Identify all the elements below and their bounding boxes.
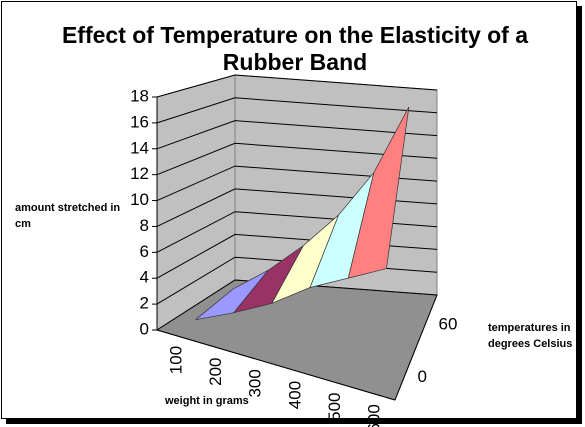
y-tick-label: 6 [140,242,149,261]
y-tick-label: 10 [130,190,149,209]
z-tick-label: 60 [439,315,458,334]
z-axis [394,294,438,401]
grid-line [156,142,438,176]
x-tick-label: 100 [166,346,185,374]
y-tick-label: 4 [140,268,149,287]
y-tick-label: 14 [130,138,149,157]
grid-line [156,97,438,124]
grid-line [156,279,438,331]
x-tick-label: 600 [365,404,384,427]
z-tick-label: 0 [418,367,427,386]
grid-line [156,74,438,98]
x-tick-label: 300 [246,369,265,397]
chart-title: Effect of Temperature on the Elasticity … [61,22,529,75]
grid-line [156,165,438,202]
x-tick-label: 200 [206,358,225,386]
y-axis-title: amount stretched in cm [15,202,121,230]
x-axis [156,329,396,401]
y-tick-label: 2 [140,294,149,313]
z-axis-title: temperatures in degrees Celsius [488,322,573,350]
y-tick-label: 16 [130,112,149,131]
x-tick-label: 500 [325,393,344,421]
y-tick-label: 8 [140,216,149,235]
surface-cell [347,106,410,279]
x-tick-label: 400 [285,381,304,409]
y-tick-label: 18 [130,86,149,105]
grid-line [156,120,438,150]
y-tick-label: 12 [130,164,149,183]
y-tick-label: 0 [140,319,149,338]
x-axis-title: weight in grams [165,395,249,407]
